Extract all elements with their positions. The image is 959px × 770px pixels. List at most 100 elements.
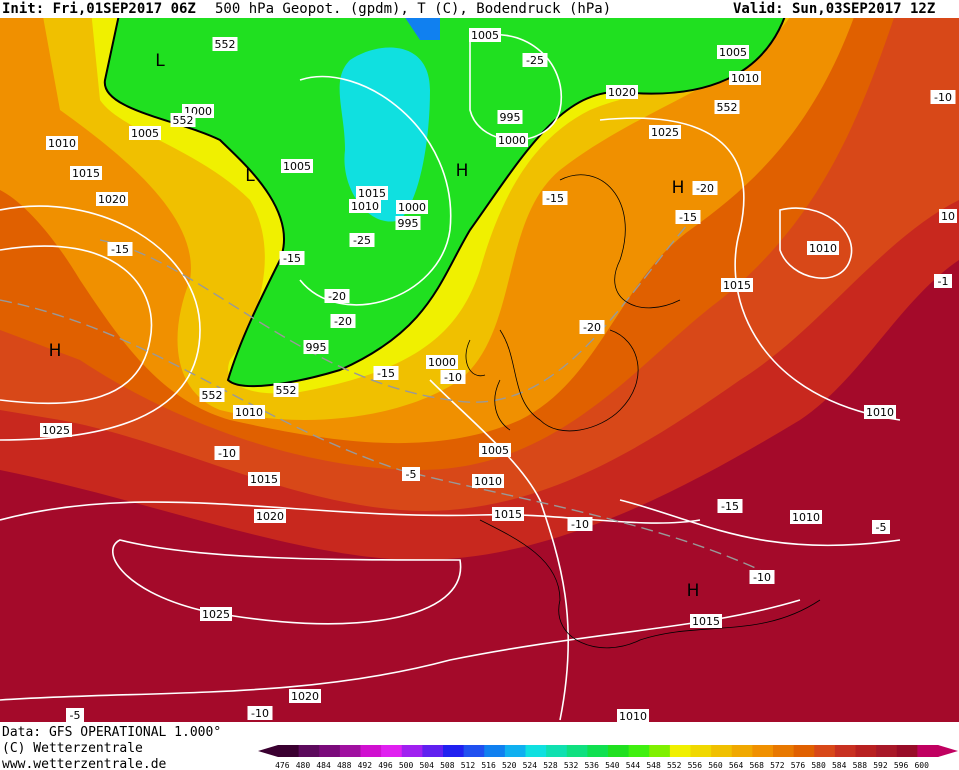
label-box: [542, 191, 568, 205]
contour-label: -15: [377, 367, 395, 380]
contour-label: -10: [218, 447, 236, 460]
legend-label: 560: [708, 761, 723, 770]
label-box: [807, 241, 839, 255]
label-box: [930, 90, 956, 104]
label-box: [496, 133, 528, 147]
contour-label: 1005: [131, 127, 159, 140]
label-box: [96, 192, 128, 206]
contour-label: -15: [679, 211, 697, 224]
legend-label: 584: [832, 761, 847, 770]
label-box: [749, 570, 775, 584]
label-box: [567, 517, 593, 531]
isobar: [619, 499, 901, 547]
contour-label: -10: [444, 371, 462, 384]
contour-label: -5: [70, 709, 81, 722]
contour-label: -20: [328, 290, 346, 303]
pressure-center: H: [687, 581, 700, 601]
legend-label: 552: [667, 761, 682, 770]
isobar: [0, 245, 153, 405]
label-box: [212, 37, 238, 51]
website: www.wetterzentrale.de: [2, 757, 167, 770]
label-box: [690, 614, 722, 628]
label-box: [273, 383, 299, 397]
contour-label: 552: [215, 38, 236, 51]
legend-label: 600: [914, 761, 929, 770]
legend-label: 520: [502, 761, 517, 770]
label-box: [107, 242, 133, 256]
contour-label: 1010: [474, 475, 502, 488]
legend-swatch: [855, 745, 877, 757]
label-box: [790, 510, 822, 524]
contour-label: 1010: [351, 200, 379, 213]
legend-swatch: [731, 745, 753, 757]
legend-label: 508: [440, 761, 455, 770]
legend-label: 512: [461, 761, 476, 770]
label-box: [214, 446, 240, 460]
label-box: [281, 159, 313, 173]
legend-swatch: [669, 745, 691, 757]
coastline: [479, 519, 821, 649]
legend-label: 480: [296, 761, 311, 770]
legend-label: 588: [853, 761, 868, 770]
legend-swatch: [649, 745, 671, 757]
contour-label: -1: [938, 275, 949, 288]
contour-label: -10: [753, 571, 771, 584]
contour-label: 1005: [481, 444, 509, 457]
color-legend: 476 480 484 488 492 496 500 504 508 512 516 520 524 5…: [258, 745, 958, 770]
label-box: [129, 126, 161, 140]
legend-label: 484: [316, 761, 331, 770]
contour-label: 1020: [98, 193, 126, 206]
legend-label: 492: [358, 761, 373, 770]
legend-swatch: [628, 745, 650, 757]
label-box: [254, 509, 286, 523]
label-box: [479, 443, 511, 457]
legend-label: 576: [791, 761, 806, 770]
label-box: [46, 136, 78, 150]
label-box: [396, 200, 428, 214]
legend-swatch: [690, 745, 712, 757]
contour-label: 552: [276, 384, 297, 397]
contour-label: -20: [583, 321, 601, 334]
contour-label: 1015: [358, 187, 386, 200]
label-box: [939, 209, 957, 223]
legend-label: 488: [337, 761, 352, 770]
contour-label: 1010: [809, 242, 837, 255]
contour-label: 1010: [619, 710, 647, 723]
contour-label: 1015: [692, 615, 720, 628]
legend-swatch: [422, 745, 444, 757]
contour-label: 1020: [256, 510, 284, 523]
legend-swatch: [484, 745, 506, 757]
contour-label: 552: [717, 101, 738, 114]
label-box: [373, 366, 399, 380]
contour-label: 995: [398, 217, 419, 230]
legend-swatch: [587, 745, 609, 757]
contour-label: 552: [202, 389, 223, 402]
legend-swatch: [608, 745, 630, 757]
legend-swatch: [896, 745, 918, 757]
data-source: Data: GFS OPERATIONAL 1.000°: [2, 725, 221, 740]
legend-label: 476: [275, 761, 290, 770]
contour-label: 1015: [723, 279, 751, 292]
contour-label: 1010: [792, 511, 820, 524]
contour-label: 1005: [283, 160, 311, 173]
contour-label: 1010: [866, 406, 894, 419]
legend-swatch: [711, 745, 733, 757]
legend-swatch: [463, 745, 485, 757]
contour-label: -25: [526, 54, 544, 67]
contour-label: 995: [500, 111, 521, 124]
label-box: [522, 53, 548, 67]
contour-label: 552: [173, 114, 194, 127]
legend-swatch: [401, 745, 423, 757]
legend-label: 556: [688, 761, 703, 770]
isobar: [0, 501, 701, 524]
label-box: [170, 113, 196, 127]
header-band: [0, 0, 959, 18]
contour-label: -15: [283, 252, 301, 265]
contour-label: 1000: [428, 356, 456, 369]
label-box: [497, 110, 523, 124]
legend-swatch: [319, 745, 341, 757]
legend-label: 596: [894, 761, 909, 770]
legend-swatch: [834, 745, 856, 757]
map-title: 500 hPa Geopot. (gpdm), T (C), Bodendruc…: [215, 1, 611, 17]
label-box: [472, 474, 504, 488]
